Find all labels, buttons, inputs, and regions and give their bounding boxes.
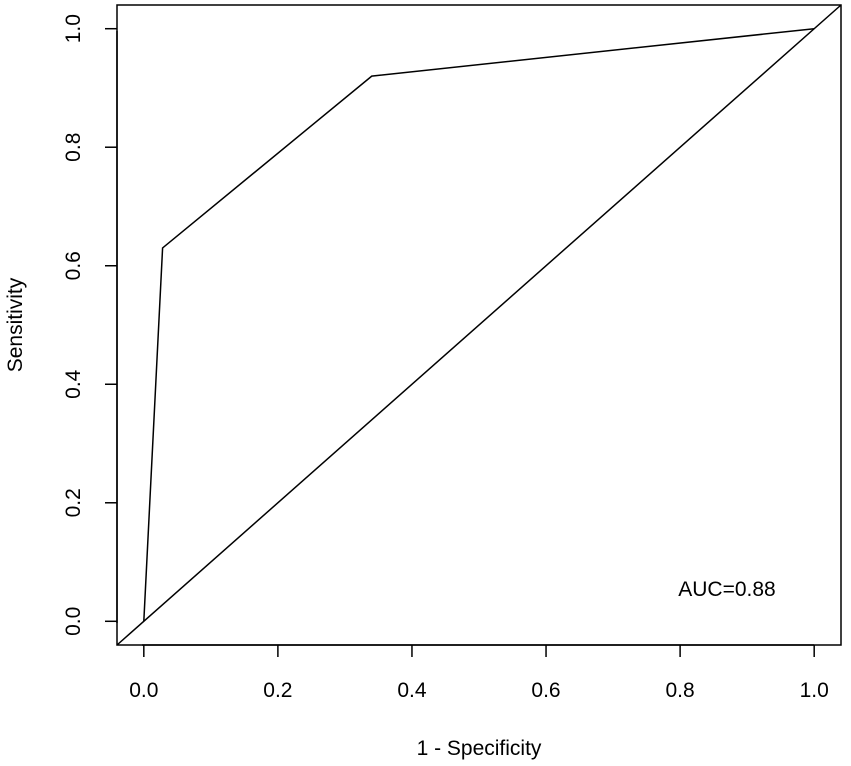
y-tick-label: 1.0 <box>62 14 85 43</box>
x-tick-label: 1.0 <box>800 679 829 702</box>
x-ticks: 0.0 0.2 0.4 0.6 0.8 1.0 <box>129 645 829 702</box>
x-tick-label: 0.0 <box>129 679 158 702</box>
roc-curve-line <box>143 27 815 622</box>
y-tick-label: 0.2 <box>62 488 85 517</box>
y-tick-label: 0.0 <box>62 607 85 636</box>
x-axis-title: 1 - Specificity <box>417 737 542 760</box>
y-tick-label: 0.8 <box>62 133 85 162</box>
x-tick-label: 0.2 <box>263 679 292 702</box>
x-tick-label: 0.8 <box>666 679 695 702</box>
axes: 0.0 0.2 0.4 0.6 0.8 1.0 0.0 0.2 0.4 0.6 0.8 1.0 <box>62 14 829 702</box>
y-tick-label: 0.4 <box>62 369 85 399</box>
plot-area <box>116 4 842 646</box>
y-tick-label: 0.6 <box>62 251 85 280</box>
reference-diagonal-line <box>116 4 842 646</box>
auc-annotation: AUC=0.88 <box>678 578 775 601</box>
x-tick-label: 0.4 <box>397 679 427 702</box>
y-axis-title: Sensitivity <box>4 277 27 372</box>
x-tick-label: 0.6 <box>531 679 560 702</box>
y-ticks: 0.0 0.2 0.4 0.6 0.8 1.0 <box>62 14 117 636</box>
